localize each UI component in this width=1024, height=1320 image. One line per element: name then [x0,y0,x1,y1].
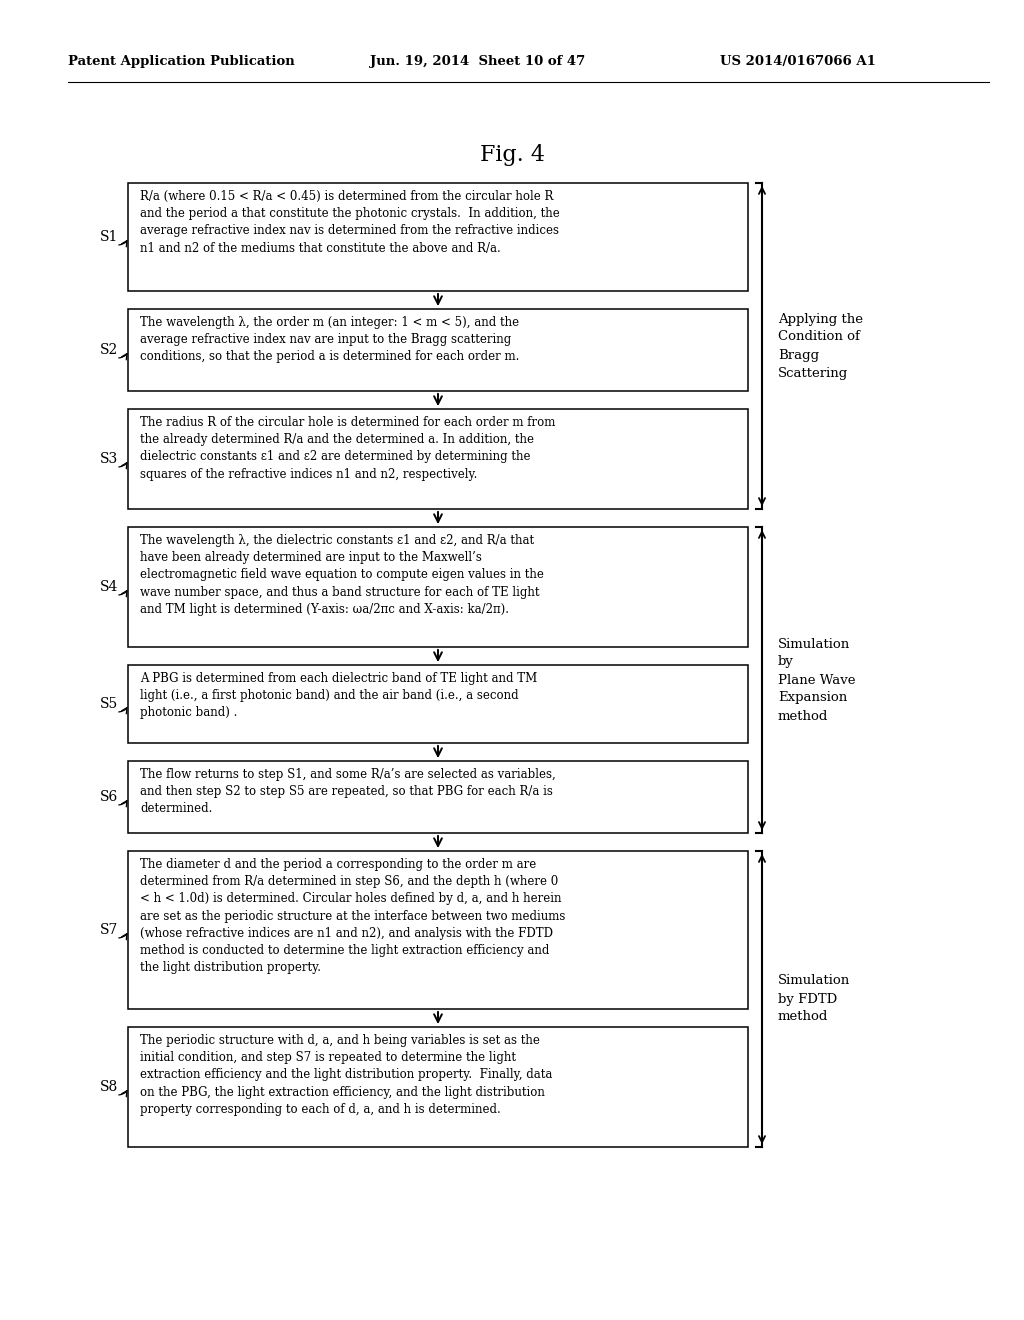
Bar [128,309,748,391]
Text: The flow returns to step S1, and some R/a’s are selected as variables,
and then : The flow returns to step S1, and some R/… [140,768,556,816]
Bar [128,665,748,743]
Bar [128,762,748,833]
Text: Patent Application Publication: Patent Application Publication [68,55,295,69]
Text: The periodic structure with d, a, and h being variables is set as the
initial co: The periodic structure with d, a, and h … [140,1034,552,1115]
Bar [128,409,748,510]
Text: S4: S4 [99,579,118,594]
Text: The wavelength λ, the dielectric constants ε1 and ε2, and R/a that
have been alr: The wavelength λ, the dielectric constan… [140,535,544,616]
Text: Fig. 4: Fig. 4 [479,144,545,166]
Text: R/a (where 0.15 < R/a < 0.45) is determined from the circular hole R
and the per: R/a (where 0.15 < R/a < 0.45) is determi… [140,190,560,255]
Text: Simulation
by
Plane Wave
Expansion
method: Simulation by Plane Wave Expansion metho… [778,638,855,722]
Text: The wavelength λ, the order m (an integer: 1 < m < 5), and the
average refractiv: The wavelength λ, the order m (an intege… [140,315,519,363]
Bar [128,183,748,290]
Bar [128,1027,748,1147]
Bar [128,527,748,647]
Text: Applying the
Condition of
Bragg
Scattering: Applying the Condition of Bragg Scatteri… [778,313,863,380]
Text: The radius R of the circular hole is determined for each order m from
the alread: The radius R of the circular hole is det… [140,416,555,480]
Text: S5: S5 [99,697,118,711]
Text: S7: S7 [99,923,118,937]
Text: S8: S8 [99,1080,118,1094]
Bar [128,851,748,1008]
Text: US 2014/0167066 A1: US 2014/0167066 A1 [720,55,876,69]
Text: A PBG is determined from each dielectric band of TE light and TM
light (i.e., a : A PBG is determined from each dielectric… [140,672,538,719]
Text: Jun. 19, 2014  Sheet 10 of 47: Jun. 19, 2014 Sheet 10 of 47 [370,55,586,69]
Text: S3: S3 [99,451,118,466]
Text: S2: S2 [99,343,118,356]
Text: S1: S1 [99,230,118,244]
Text: Simulation
by FDTD
method: Simulation by FDTD method [778,974,850,1023]
Text: S6: S6 [99,789,118,804]
Text: The diameter d and the period a corresponding to the order m are
determined from: The diameter d and the period a correspo… [140,858,565,974]
